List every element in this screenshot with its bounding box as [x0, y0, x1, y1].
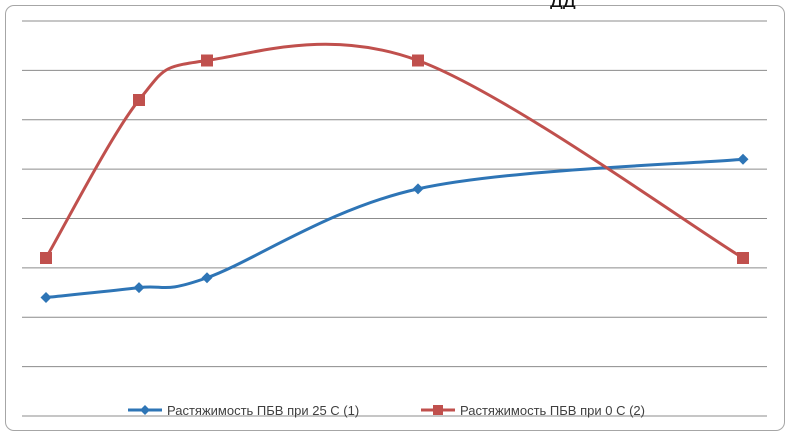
series-2-point-5 [737, 252, 749, 264]
legend: Растяжимость ПБВ при 25 С (1) Растяжимос… [128, 403, 645, 418]
legend-diamond-marker-icon [140, 405, 150, 415]
legend-entry-series-1: Растяжимость ПБВ при 25 С (1) [128, 403, 359, 418]
series-2-line [44, 42, 744, 260]
series-1-point-5 [737, 153, 749, 165]
series-1-point-4 [412, 183, 424, 195]
series-2-point-3 [201, 54, 213, 67]
series-1 [40, 153, 749, 303]
legend-label-series-1: Растяжимость ПБВ при 25 С (1) [167, 403, 359, 418]
legend-entry-series-2: Растяжимость ПБВ при 0 С (2) [421, 403, 645, 418]
legend-square-marker-icon [433, 405, 443, 415]
series-2-point-4 [412, 54, 424, 67]
series-1-point-3 [201, 272, 213, 284]
series-2-point-1 [40, 252, 52, 264]
gridlines [22, 20, 767, 417]
series-1-point-2 [133, 282, 145, 294]
series-1-line [45, 157, 744, 299]
series-2-point-2 [133, 94, 145, 106]
series-2 [40, 42, 749, 264]
series-1-point-1 [40, 292, 52, 303]
legend-label-series-2: Растяжимость ПБВ при 0 С (2) [460, 403, 645, 418]
series-layer [40, 42, 749, 303]
cropped-title-fragment: дд [550, 0, 630, 9]
